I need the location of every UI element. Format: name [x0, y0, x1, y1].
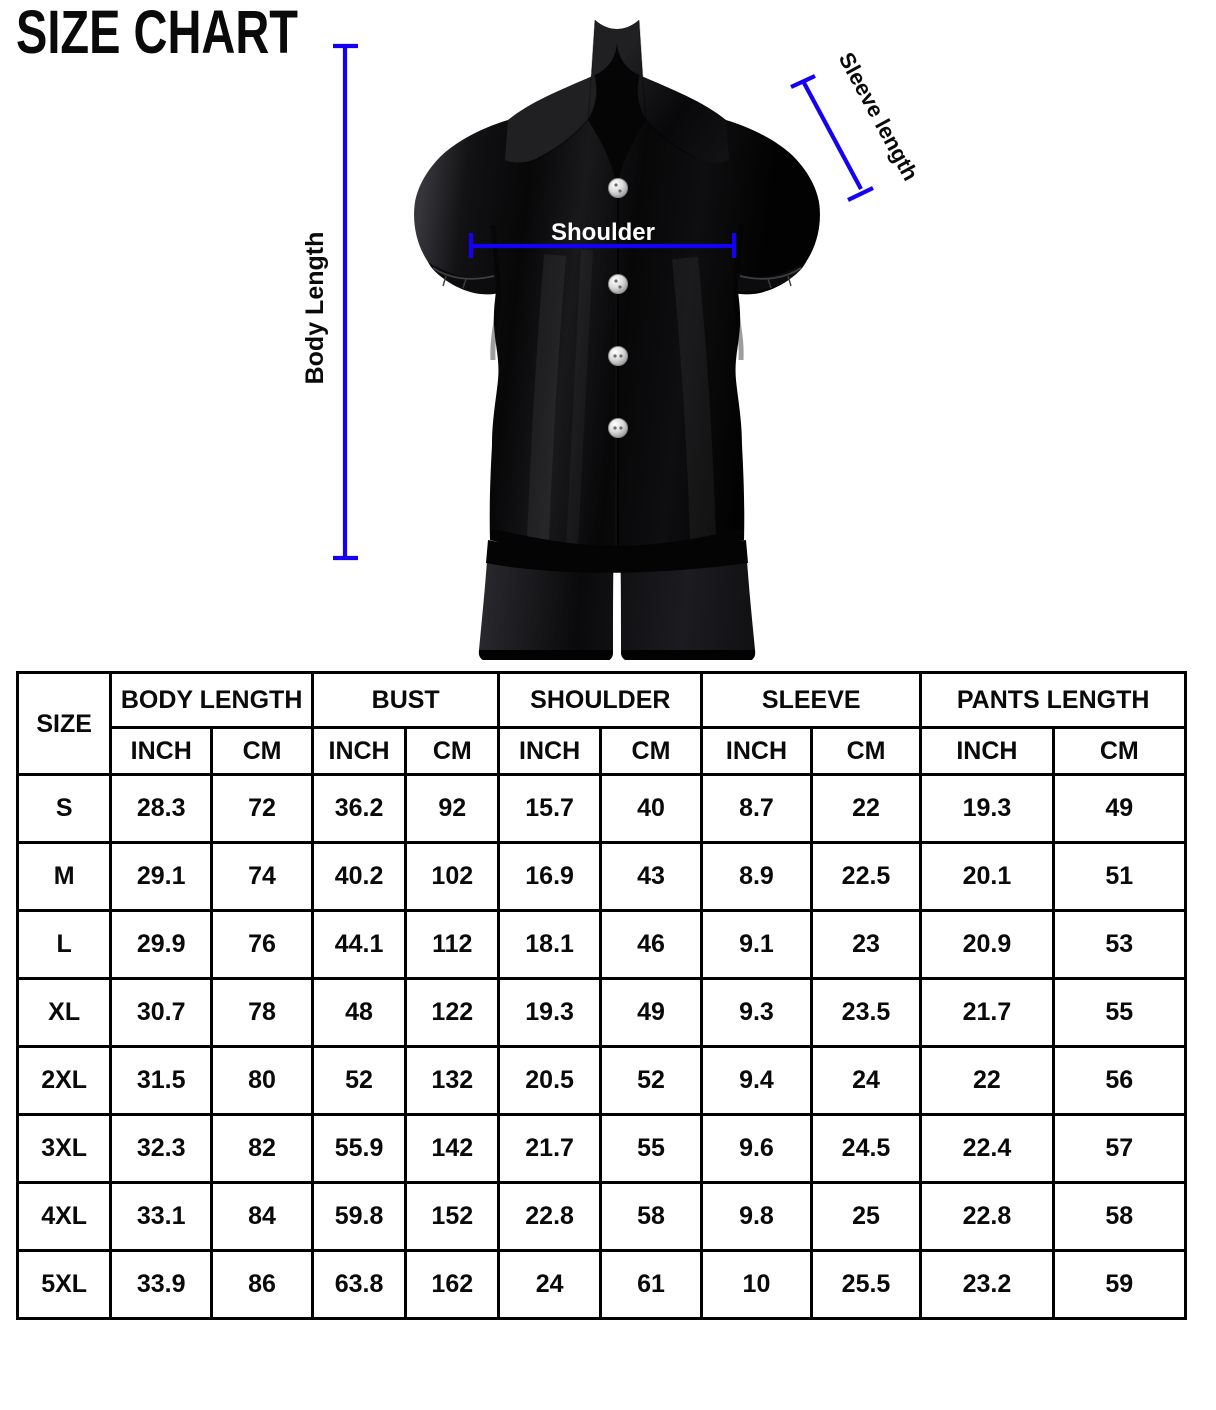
- svg-text:Shoulder: Shoulder: [551, 219, 655, 246]
- svg-text:Body Length: Body Length: [301, 232, 329, 385]
